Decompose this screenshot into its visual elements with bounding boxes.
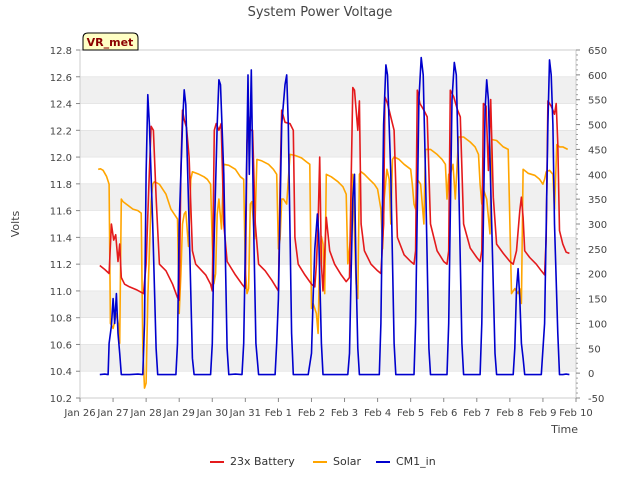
y-right-tick-label: 350 [588,195,607,206]
badge-label: VR_met [87,36,134,49]
x-tick-label: Feb 10 [559,408,593,419]
x-tick-label: Jan 31 [229,408,261,419]
x-tick-label: Jan 30 [196,408,228,419]
y-left-tick-label: 12.0 [50,153,72,164]
y-left-tick-label: 11.4 [50,233,72,244]
x-tick-label: Feb 4 [364,408,391,419]
series-line-23x-battery [99,86,570,302]
right-axis: -50 0 50 100 150 200 250 300 350 400 450 500 550 600 6… [576,46,607,405]
x-tick-label: Jan 28 [129,408,161,419]
y-left-tick-label: 10.8 [50,314,72,325]
y-right-tick-label: 150 [588,295,607,306]
x-tick-label: Feb 5 [397,408,424,419]
legend: 23x Battery Solar CM1_in [210,455,436,468]
y-left-tick-label: 11.6 [50,207,72,218]
y-left-tick-label: 11.2 [50,260,72,271]
x-axis-label: Time [550,423,578,436]
y-right-tick-label: 550 [588,96,607,107]
x-tick-label: Feb 2 [298,408,325,419]
grid-bands [80,49,576,399]
x-tick-label: Feb 7 [463,408,490,419]
badge: VR_met [82,32,139,51]
grid-band [80,183,576,211]
y-right-tick-label: 650 [588,46,607,57]
x-tick-label: Jan 27 [96,408,128,419]
y-right-tick-label: 200 [588,270,607,281]
series-layer [98,56,570,389]
x-tick-label: Jan 26 [63,408,95,419]
grid-band [80,317,576,345]
legend-label-cm1: CM1_in [396,455,436,468]
y-left-tick-label: 11.8 [50,180,72,191]
y-right-tick-label: 0 [588,369,594,380]
x-tick-label: Feb 9 [529,408,556,419]
x-axis: Jan 26 Jan 27 Jan 28 Jan 29 Jan 30 Jan 31 Feb … [63,398,593,419]
y-right-tick-label: 600 [588,71,607,82]
grid-band [80,130,576,158]
y-left-tick-label: 12.2 [50,126,72,137]
y-left-tick-label: 10.2 [50,394,72,405]
y-left-tick-label: 12.6 [50,73,72,84]
y-left-tick-label: 10.4 [50,367,72,378]
legend-label-solar: Solar [333,455,362,468]
y-left-tick-label: 11.0 [50,287,72,298]
y-axis-label: Volts [9,210,22,237]
left-axis: 10.2 10.4 10.6 10.8 11.0 11.2 11.4 11.6 11.8 12.0… [50,46,80,405]
y-right-tick-label: 250 [588,245,607,256]
chart-title: System Power Voltage [248,5,393,20]
badge-box [82,32,139,51]
y-right-tick-label: 100 [588,319,607,330]
grid-band [80,371,576,398]
y-right-tick-label: 400 [588,170,607,181]
y-right-tick-label: 50 [588,344,601,355]
x-tick-label: Feb 8 [496,408,523,419]
x-tick-label: Feb 3 [331,408,358,419]
y-right-tick-label: 300 [588,220,607,231]
y-left-tick-label: 12.8 [50,46,72,57]
y-right-tick-label: -50 [588,394,604,405]
y-right-tick-label: 450 [588,145,607,156]
grid-band [80,50,576,77]
y-left-tick-label: 12.4 [50,100,72,111]
x-tick-label: Feb 6 [430,408,457,419]
legend-label-battery: 23x Battery [230,455,295,468]
grid-band [80,344,576,372]
grid-band [80,103,576,131]
y-left-tick-label: 10.6 [50,340,72,351]
x-tick-label: Feb 1 [265,408,292,419]
y-right-tick-label: 500 [588,121,607,132]
series-line-cm1-in [99,56,570,376]
grid-band [80,76,576,104]
x-tick-label: Jan 29 [163,408,195,419]
